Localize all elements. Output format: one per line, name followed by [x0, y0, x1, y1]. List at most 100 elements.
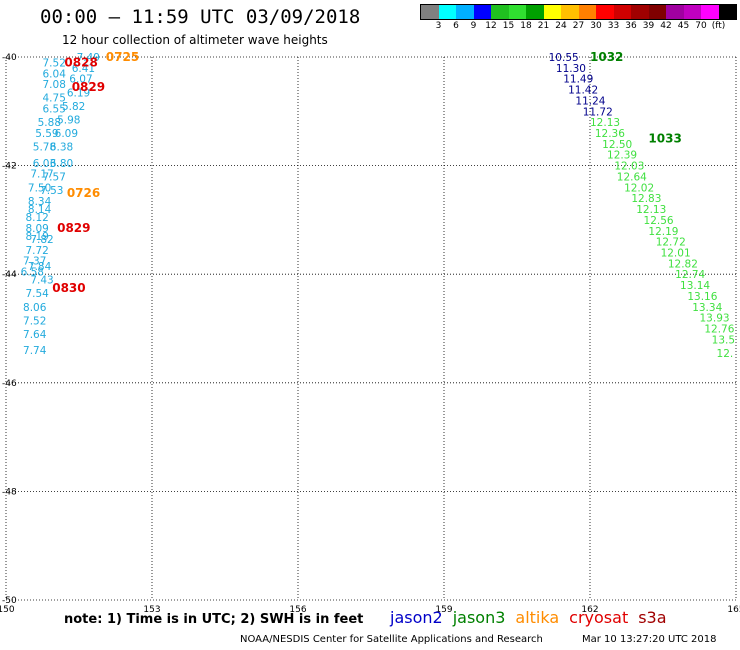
y-tick-label: -48: [2, 487, 17, 497]
wave-height-value: 7.64: [23, 329, 47, 341]
color-swatch: [421, 5, 439, 19]
wave-height-value: 12.72: [656, 237, 686, 249]
color-scale-label: 70: [695, 21, 707, 31]
wave-height-values: 7.49 7.52 6.41 6.04 6.077.086.194.755.826.55…: [21, 52, 735, 360]
x-tick-label: 156: [289, 605, 306, 615]
wave-height-value: 6.55: [43, 104, 66, 116]
wave-height-value: 6.41: [72, 63, 95, 75]
wave-height-value: 6.19: [67, 87, 90, 99]
wave-height-value: 12.74: [675, 269, 705, 281]
color-scale-label: 21: [537, 21, 550, 31]
pass-time-label: 0725: [106, 50, 139, 64]
color-swatch: [456, 5, 474, 19]
wave-height-value: 11.24: [575, 95, 605, 107]
color-swatch: [491, 5, 509, 19]
wave-height-value: 13.5: [712, 334, 735, 346]
wave-height-value: 12.13: [636, 204, 666, 216]
wave-height-value: 7.37: [23, 256, 46, 268]
color-swatch: [683, 5, 701, 19]
wave-height-value: 8.09: [25, 223, 48, 235]
color-swatch: [701, 5, 719, 19]
satellite-legend-entry: cryosat: [569, 608, 629, 627]
wave-height-value: 12.13: [590, 117, 620, 129]
x-tick-label: 150: [0, 605, 15, 615]
color-swatch: [526, 5, 544, 19]
color-scale-label: 45: [677, 21, 690, 31]
wave-height-value: 4.75: [43, 93, 66, 105]
wave-height-value: 12.36: [595, 128, 625, 140]
wave-height-value: 6.80: [50, 158, 73, 170]
color-scale-label: 30: [590, 21, 602, 31]
pass-time-label: 0828: [64, 55, 97, 69]
y-tick-label: -50: [2, 596, 17, 606]
color-swatch: [561, 5, 579, 19]
wave-height-value: 13.14: [680, 280, 710, 292]
satellite-legend-entry: jason3: [452, 608, 506, 627]
wave-height-value: 12.50: [602, 139, 632, 151]
pass-time-label: 1033: [648, 131, 681, 145]
color-scale-bar: [420, 4, 737, 20]
wave-height-value: 12.82: [668, 258, 698, 270]
color-scale-label: 18: [520, 21, 532, 31]
wave-height-value: 7.17: [30, 169, 53, 181]
chart-subtitle: 12 hour collection of altimeter wave hei…: [62, 33, 328, 47]
color-swatch: [613, 5, 631, 19]
satellite-legend-entry: jason2: [390, 608, 443, 627]
color-swatch: [666, 5, 684, 19]
wave-height-value: 7.54: [25, 288, 49, 300]
wave-height-value: 11.72: [583, 106, 613, 118]
wave-height-value: 6.58: [21, 266, 44, 278]
wave-height-value: 7.72: [25, 245, 48, 257]
wave-height-value: 7.84: [28, 261, 52, 273]
wave-height-value: 8.06: [23, 302, 47, 314]
color-scale-label: 27: [572, 21, 585, 31]
wave-height-value: 10.55: [549, 52, 579, 64]
wave-height-value: 12.56: [644, 215, 674, 227]
color-scale-labels: 3 6 9 12 15 18 21 24 27 30 33 36 39 42 45 70 (ft): [420, 21, 740, 33]
data-source-credit: NOAA/NESDIS Center for Satellite Applica…: [240, 634, 543, 645]
color-scale-label: 9: [470, 21, 477, 31]
x-tick-label: 153: [143, 605, 160, 615]
pass-time-label: 0830: [52, 281, 85, 295]
wave-height-value: 6.04: [43, 68, 67, 80]
wave-height-value: 7.74: [23, 345, 47, 357]
wave-height-value: 6.09: [55, 128, 78, 140]
wave-height-value: 5.59: [35, 128, 58, 140]
color-swatch: [631, 5, 649, 19]
x-tick-label: 162: [581, 605, 598, 615]
color-scale-label: 36: [625, 21, 637, 31]
wave-height-value: 5.78: [33, 142, 56, 154]
x-tick-label: 165: [727, 605, 740, 615]
color-swatch: [508, 5, 526, 19]
pass-time-label: 0726: [67, 186, 100, 200]
wave-height-value: 5.98: [57, 114, 80, 126]
wave-height-value: 7.08: [43, 79, 66, 91]
units-note: note: 1) Time is in UTC; 2) SWH is in fe…: [64, 612, 364, 627]
wave-height-value: 6.07: [69, 74, 92, 86]
color-scale-label: 24: [555, 21, 567, 31]
color-scale-label: 33: [607, 21, 620, 31]
wave-height-value: 13.93: [700, 313, 730, 325]
wave-height-value: 12.64: [617, 171, 647, 183]
color-swatch: [578, 5, 596, 19]
wave-height-value: 12.01: [661, 247, 691, 259]
wave-height-value: 7.52: [23, 315, 46, 327]
wave-height-value: 12.: [717, 348, 734, 360]
wave-height-value: 11.49: [563, 74, 593, 86]
wave-height-value: 5.82: [62, 101, 85, 113]
wave-height-value: 12.03: [614, 161, 644, 173]
wave-height-value: 12.76: [704, 324, 734, 336]
wave-height-value: 7.43: [30, 275, 53, 287]
wave-height-value: 5.88: [38, 117, 61, 129]
wave-height-value: 12.39: [607, 150, 637, 162]
wave-height-value: 7.57: [43, 171, 66, 183]
pass-time-label: 0829: [72, 80, 105, 94]
wave-height-value: 13.16: [687, 291, 717, 303]
wave-height-value: 8.14: [28, 204, 52, 216]
color-swatch: [718, 5, 736, 19]
color-scale-label: 3: [435, 21, 442, 31]
color-scale-label: 42: [660, 21, 672, 31]
color-swatch: [648, 5, 666, 19]
wave-height-value: 12.02: [624, 182, 654, 194]
